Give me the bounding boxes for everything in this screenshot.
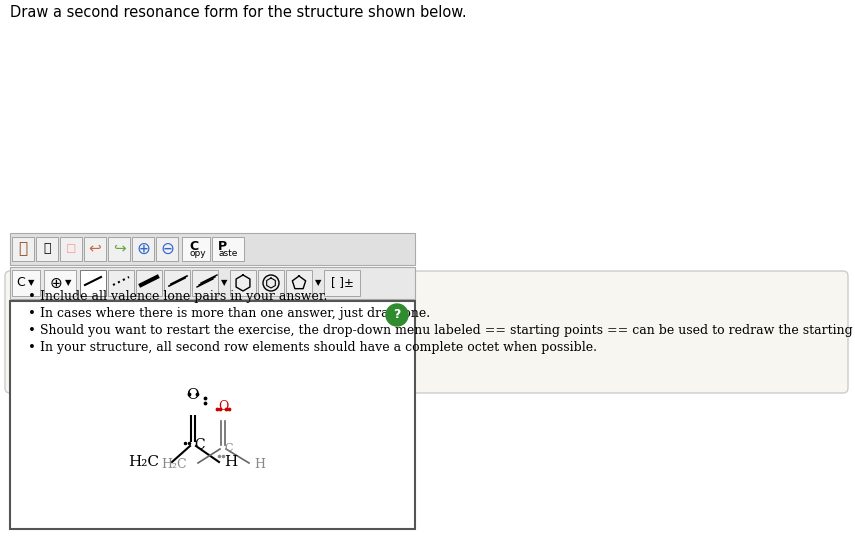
Bar [324,270,360,296]
Text: O: O [218,400,228,413]
Text: opy: opy [189,249,205,257]
Text: [ ]±: [ ]± [331,276,353,289]
Text: Include all valence lone pairs in your answer.: Include all valence lone pairs in your a… [40,290,327,303]
Bar [60,237,82,261]
Bar [108,270,134,296]
Bar [164,270,190,296]
Bar [136,270,162,296]
Bar [192,270,218,296]
Bar [10,301,415,529]
Bar [132,237,154,261]
Text: C: C [224,443,233,453]
Bar [156,237,178,261]
Text: H: H [224,455,237,469]
Bar [10,233,415,265]
Text: ▼: ▼ [65,279,71,287]
Text: In your structure, all second row elements should have a complete octet when pos: In your structure, all second row elemen… [40,341,597,354]
Bar [80,270,106,296]
Bar [12,237,34,261]
Text: ▼: ▼ [221,279,227,287]
Text: In cases where there is more than one answer, just draw one.: In cases where there is more than one an… [40,307,430,320]
Text: ⊕: ⊕ [136,240,150,258]
Bar [10,267,415,299]
Text: ?: ? [393,308,401,321]
Text: C: C [189,239,198,252]
Bar [36,237,58,261]
Text: •: • [28,341,36,354]
Text: ✋: ✋ [19,242,27,256]
Text: •: • [28,290,36,303]
Text: ▼: ▼ [27,279,34,287]
Bar [212,237,244,261]
Text: Should you want to restart the exercise, the drop-down menu labeled == starting : Should you want to restart the exercise,… [40,324,855,337]
Bar [182,237,210,261]
Text: ⊕: ⊕ [50,275,62,291]
Text: ↪: ↪ [113,241,126,256]
Text: Draw a second resonance form for the structure shown below.: Draw a second resonance form for the str… [10,5,467,20]
Text: •: • [28,324,36,337]
Text: C: C [16,276,26,289]
Bar [286,270,312,296]
Text: C: C [194,438,204,452]
Bar [44,270,76,296]
Text: ↩: ↩ [89,241,102,256]
Bar [230,270,256,296]
Text: H₂C: H₂C [128,455,159,469]
Bar [84,237,106,261]
Text: 🧴: 🧴 [44,243,50,256]
Text: ▼: ▼ [315,279,321,287]
Text: O: O [186,388,198,402]
Bar [108,237,130,261]
Text: •: • [28,307,36,320]
Text: H₂C: H₂C [162,458,187,470]
Text: H: H [254,458,265,470]
Text: ◻: ◻ [66,243,76,256]
Text: aste: aste [218,249,238,257]
Text: ⊖: ⊖ [160,240,174,258]
FancyBboxPatch shape [5,271,848,393]
Bar [12,270,40,296]
Bar [258,270,284,296]
Text: P: P [218,239,227,252]
Circle shape [386,304,408,326]
